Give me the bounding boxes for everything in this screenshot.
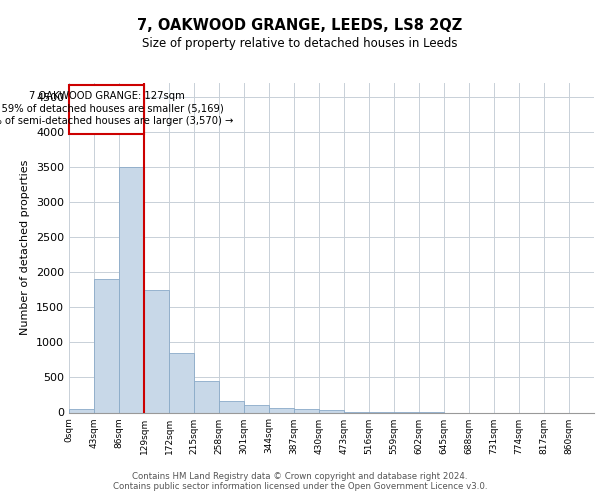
Text: 40% of semi-detached houses are larger (3,570) →: 40% of semi-detached houses are larger (… — [0, 116, 233, 126]
Bar — [169, 353, 194, 412]
Text: ← 59% of detached houses are smaller (5,169): ← 59% of detached houses are smaller (5,… — [0, 104, 223, 114]
Bar — [244, 406, 269, 412]
Bar — [69, 409, 94, 412]
Bar — [194, 381, 219, 412]
Text: 7, OAKWOOD GRANGE, LEEDS, LS8 2QZ: 7, OAKWOOD GRANGE, LEEDS, LS8 2QZ — [137, 18, 463, 32]
Bar — [319, 410, 344, 412]
Bar — [294, 410, 319, 412]
Text: Size of property relative to detached houses in Leeds: Size of property relative to detached ho… — [142, 36, 458, 50]
Bar — [144, 290, 169, 412]
Y-axis label: Number of detached properties: Number of detached properties — [20, 160, 31, 335]
Text: Contains HM Land Registry data © Crown copyright and database right 2024.
Contai: Contains HM Land Registry data © Crown c… — [113, 472, 487, 491]
Bar — [269, 408, 294, 412]
Bar — [219, 401, 244, 412]
Bar — [119, 167, 144, 412]
Bar — [94, 279, 119, 412]
FancyBboxPatch shape — [69, 86, 144, 134]
Text: 7 OAKWOOD GRANGE: 127sqm: 7 OAKWOOD GRANGE: 127sqm — [29, 91, 184, 101]
